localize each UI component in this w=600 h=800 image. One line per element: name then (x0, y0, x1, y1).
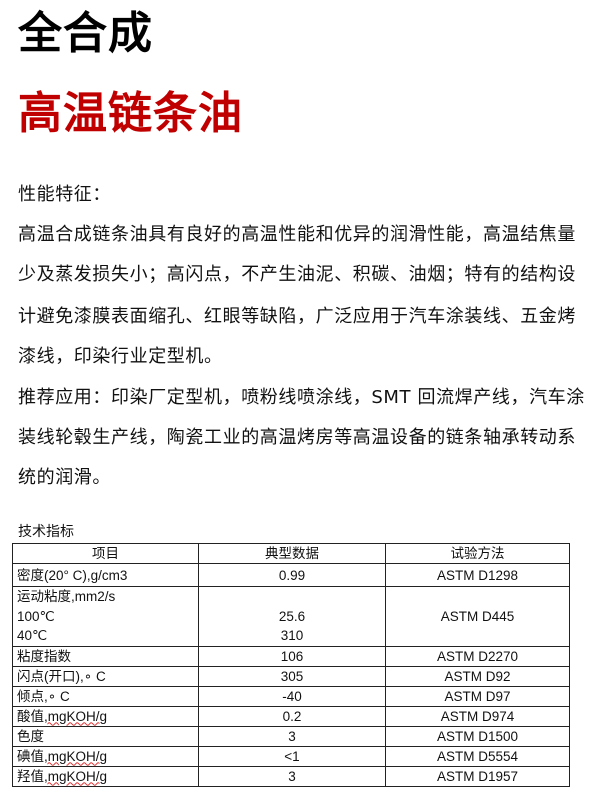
cell-item: 密度(20° C),g/cm3 (12, 563, 199, 587)
cell-value: 25.6 310 (198, 586, 386, 647)
cell-method: ASTM D974 (385, 705, 570, 727)
table-row: 粘度指数 106 ASTM D2270 (12, 645, 570, 667)
cell-item: 酸值,mgKOH/g (12, 705, 199, 727)
cell-item-sub: 100℃ (17, 608, 55, 624)
cell-value-sub: 310 (280, 628, 304, 643)
cell-method: ASTM D1957 (385, 765, 570, 787)
cell-method: ASTM D445 (385, 586, 570, 647)
cell-item-sub: 40℃ (17, 628, 48, 643)
features-heading: 性能特征： (18, 184, 111, 205)
body-line: 少及蒸发损失小；高闪点，不产生油泥、积碳、油烟；特有的结构设 (18, 264, 576, 285)
table-caption: 技术指标 (18, 524, 74, 540)
cell-item: 粘度指数 (12, 645, 199, 667)
cell-item: 闪点(开口),∘ C (12, 665, 199, 687)
cell-method: ASTM D1298 (385, 563, 570, 587)
cell-value: <1 (198, 745, 386, 767)
body-line: 统的润滑。 (18, 467, 111, 488)
table-header-row: 项目 典型数据 试验方法 (12, 543, 570, 564)
table-row: 碘值,mgKOH/g <1 ASTM D5554 (12, 745, 570, 767)
table-row: 色度 3 ASTM D1500 (12, 725, 570, 747)
item-unit: ,mgKOH/g (44, 768, 108, 784)
title-line-1: 全合成 (18, 8, 153, 59)
cell-value-sub: 25.6 (278, 608, 306, 624)
item-name: 羟值 (17, 768, 44, 784)
cell-method: ASTM D1500 (385, 725, 570, 747)
body-line: 装线轮毂生产线，陶瓷工业的高温烤房等高温设备的链条轴承转动系 (18, 427, 576, 448)
item-unit: ,mgKOH/g (44, 708, 108, 724)
cell-method: ASTM D92 (385, 665, 570, 687)
cell-method: ASTM D5554 (385, 745, 570, 767)
table-row: 酸值,mgKOH/g 0.2 ASTM D974 (12, 705, 570, 727)
cell-item: 羟值,mgKOH/g (12, 765, 199, 787)
body-line: 高温合成链条油具有良好的高温性能和优异的润滑性能，高温结焦量 (18, 224, 576, 245)
header-method: 试验方法 (385, 543, 570, 564)
table-row: 闪点(开口),∘ C 305 ASTM D92 (12, 665, 570, 687)
table-row: 倾点,∘ C -40 ASTM D97 (12, 685, 570, 707)
table-row: 羟值,mgKOH/g 3 ASTM D1957 (12, 765, 570, 787)
cell-item: 色度 (12, 725, 199, 747)
cell-item: 运动粘度,mm2/s 100℃ 40℃ (12, 586, 199, 647)
cell-value: 3 (198, 725, 386, 747)
table-row: 运动粘度,mm2/s 100℃ 40℃ 25.6 310 ASTM D445 (12, 586, 570, 647)
header-value: 典型数据 (198, 543, 386, 564)
table-row: 密度(20° C),g/cm3 0.99 ASTM D1298 (12, 563, 570, 587)
cell-method: ASTM D97 (385, 685, 570, 707)
cell-method: ASTM D2270 (385, 645, 570, 667)
item-name: 碘值 (17, 748, 44, 764)
cell-value: 3 (198, 765, 386, 787)
cell-value: 0.2 (198, 705, 386, 727)
spec-table: 项目 典型数据 试验方法 密度(20° C),g/cm3 0.99 ASTM D… (12, 543, 570, 787)
item-unit: ,mgKOH/g (44, 748, 108, 764)
body-line: 计避免漆膜表面缩孔、红眼等缺陷，广泛应用于汽车涂装线、五金烤 (18, 306, 576, 327)
body-line: 推荐应用：印染厂定型机，喷粉线喷涂线，SMT 回流焊产线，汽车涂 (18, 387, 585, 408)
cell-item: 倾点,∘ C (12, 685, 199, 707)
cell-item-title: 运动粘度,mm2/s (17, 589, 116, 604)
cell-value: -40 (198, 685, 386, 707)
cell-value: 0.99 (198, 563, 386, 587)
header-item: 项目 (12, 543, 199, 564)
cell-value: 106 (198, 645, 386, 667)
product-title: 高温链条油 (18, 88, 243, 139)
cell-item: 碘值,mgKOH/g (12, 745, 199, 767)
cell-value: 305 (198, 665, 386, 687)
body-line: 漆线，印染行业定型机。 (18, 346, 223, 367)
item-name: 酸值 (17, 708, 44, 724)
